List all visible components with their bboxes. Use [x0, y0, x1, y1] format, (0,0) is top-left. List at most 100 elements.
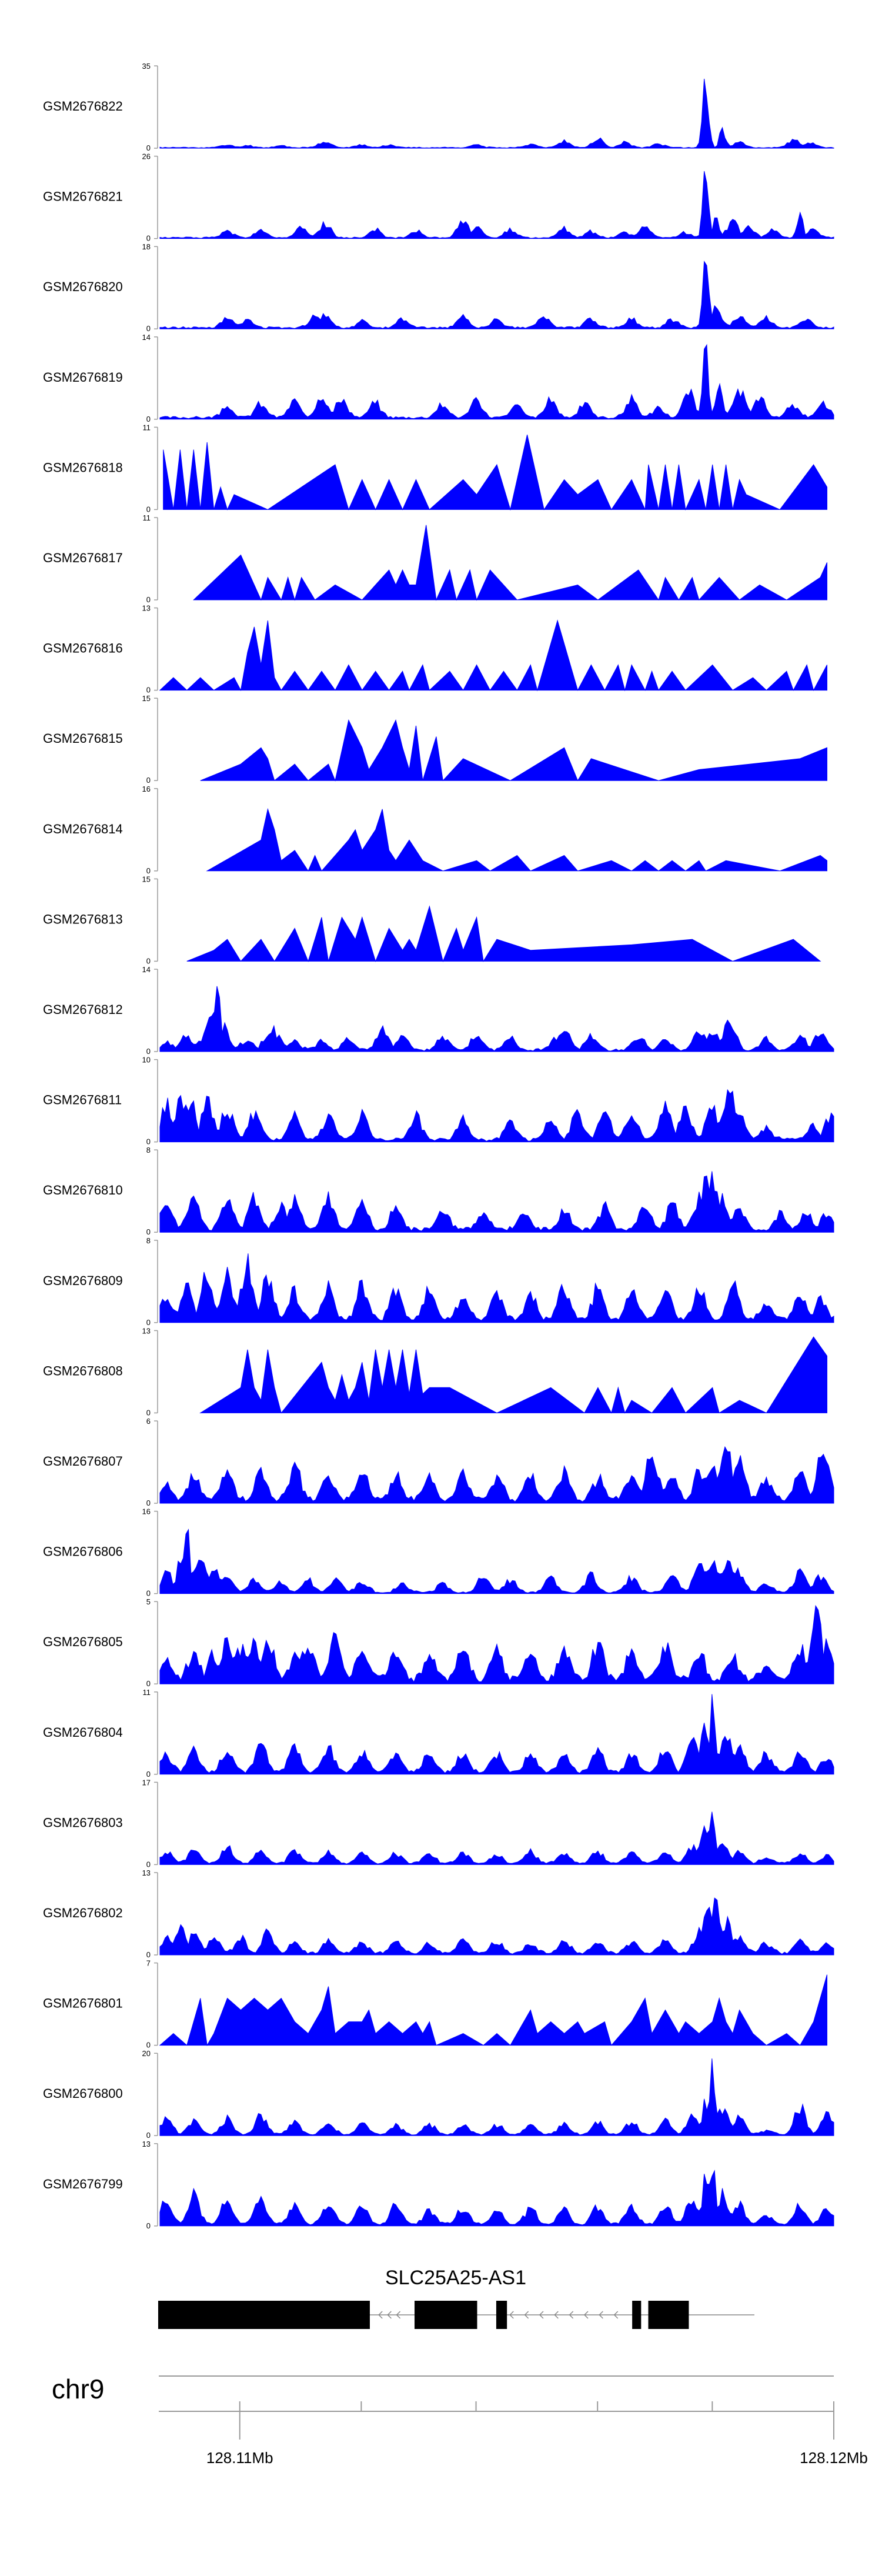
strand-chevron: [613, 2311, 619, 2319]
track-GSM2676821: GSM2676821 26 0: [43, 152, 834, 243]
coverage-area: [159, 1529, 834, 1594]
exon-block: [415, 2301, 477, 2329]
coverage-area: [200, 719, 827, 782]
strand-chevron: [387, 2311, 392, 2319]
y-tick-label-min: 0: [146, 1137, 151, 1146]
y-tick-label-min: 0: [146, 234, 151, 243]
y-tick-label-min: 0: [146, 595, 151, 604]
y-tick-label-min: 0: [146, 1408, 151, 1417]
exon-block: [496, 2301, 507, 2329]
coverage-area: [163, 434, 827, 511]
coverage-area: [159, 78, 834, 149]
track-GSM2676802: GSM2676802 13 0: [43, 1868, 834, 1959]
track-label: GSM2676822: [43, 99, 123, 114]
y-tick-label-min: 0: [146, 866, 151, 875]
track-GSM2676806: GSM2676806 16 0: [43, 1507, 834, 1598]
track-label: GSM2676818: [43, 460, 123, 475]
coverage-area: [159, 1811, 834, 1865]
y-tick-label-min: 0: [146, 2041, 151, 2050]
track-GSM2676805: GSM2676805 5 0: [43, 1597, 834, 1688]
track-label: GSM2676814: [43, 822, 123, 836]
coverage-area: [159, 2170, 834, 2227]
y-tick-label-max: 5: [146, 1597, 151, 1606]
axis-position-label: 128.11Mb: [206, 2449, 273, 2467]
y-tick-label-max: 35: [142, 62, 151, 71]
track-GSM2676820: GSM2676820 18 0: [43, 242, 834, 333]
track-GSM2676800: GSM2676800 20 0: [43, 2049, 834, 2140]
y-tick-label-min: 0: [146, 956, 151, 965]
exon-block: [648, 2301, 689, 2329]
gene-model: SLC25A25-AS1: [158, 2267, 754, 2329]
y-tick-label-max: 11: [143, 513, 151, 522]
y-tick-label-min: 0: [146, 686, 151, 695]
track-GSM2676812: GSM2676812 14 0: [43, 965, 834, 1056]
y-tick-label-min: 0: [146, 1679, 151, 1688]
track-GSM2676810: GSM2676810 8 0: [43, 1146, 834, 1236]
y-tick-label-max: 13: [142, 2140, 151, 2148]
coverage-area: [159, 261, 834, 329]
strand-chevron: [509, 2311, 514, 2319]
strand-chevron: [378, 2311, 383, 2319]
y-tick-label-min: 0: [146, 1860, 151, 1868]
y-tick-label-max: 11: [143, 1688, 151, 1697]
y-tick-label-min: 0: [146, 144, 151, 152]
exon-block: [158, 2301, 370, 2329]
gene-label: SLC25A25-AS1: [385, 2267, 526, 2289]
y-tick-label-min: 0: [146, 1770, 151, 1778]
coverage-area: [159, 1974, 827, 2047]
y-tick-label-max: 13: [142, 604, 151, 613]
track-label: GSM2676810: [43, 1183, 123, 1197]
y-tick-label-min: 0: [146, 2221, 151, 2230]
chromosome-ideogram: chr9: [52, 2374, 834, 2404]
track-label: GSM2676807: [43, 1454, 123, 1469]
track-label: GSM2676816: [43, 641, 123, 656]
coverage-area: [159, 1171, 834, 1233]
axis-position-label: 128.12Mb: [800, 2449, 868, 2467]
track-label: GSM2676808: [43, 1363, 123, 1378]
track-GSM2676819: GSM2676819 14 0: [43, 333, 834, 423]
track-GSM2676817: GSM2676817 11 0: [43, 513, 827, 604]
y-tick-label-min: 0: [146, 1047, 151, 1056]
y-tick-label-max: 20: [142, 2049, 151, 2058]
strand-chevron: [554, 2311, 559, 2319]
y-tick-label-max: 8: [146, 1146, 151, 1154]
track-label: GSM2676811: [43, 1093, 122, 1107]
coverage-area: [159, 986, 834, 1052]
coverage-area: [159, 1897, 834, 1956]
track-label: GSM2676800: [43, 2086, 123, 2101]
track-GSM2676811: GSM2676811 10 0: [43, 1056, 834, 1146]
coverage-area: [193, 525, 827, 601]
y-tick-label-min: 0: [146, 1318, 151, 1327]
track-GSM2676799: GSM2676799 13 0: [43, 2140, 834, 2230]
coverage-area: [159, 1446, 834, 1504]
track-label: GSM2676801: [43, 1996, 123, 2011]
y-tick-label-max: 6: [146, 1417, 151, 1426]
strand-chevron: [569, 2311, 574, 2319]
coverage-area: [159, 343, 834, 420]
y-tick-label-min: 0: [146, 1589, 151, 1598]
y-tick-label-max: 14: [142, 965, 151, 974]
track-GSM2676815: GSM2676815 15 0: [43, 694, 827, 785]
track-label: GSM2676805: [43, 1634, 123, 1649]
y-tick-label-max: 18: [142, 242, 151, 251]
track-GSM2676814: GSM2676814 16 0: [43, 785, 827, 875]
track-GSM2676804: GSM2676804 11 0: [43, 1688, 834, 1778]
y-tick-label-min: 0: [146, 2131, 151, 2140]
track-GSM2676808: GSM2676808 13 0: [43, 1326, 827, 1417]
y-tick-label-max: 11: [143, 423, 151, 432]
coverage-area: [159, 1604, 834, 1684]
coverage-area: [159, 1089, 834, 1143]
y-tick-label-min: 0: [146, 324, 151, 333]
track-label: GSM2676813: [43, 912, 123, 926]
y-tick-label-max: 16: [142, 1507, 151, 1516]
y-tick-label-max: 15: [142, 875, 151, 883]
y-tick-label-max: 8: [146, 1236, 151, 1245]
coverage-area: [206, 807, 827, 872]
y-tick-label-min: 0: [146, 1950, 151, 1959]
y-tick-label-max: 7: [146, 1959, 151, 1968]
y-tick-label-min: 0: [146, 505, 151, 513]
strand-chevron: [583, 2311, 589, 2319]
y-tick-label-max: 13: [142, 1326, 151, 1335]
track-label: GSM2676809: [43, 1273, 123, 1288]
